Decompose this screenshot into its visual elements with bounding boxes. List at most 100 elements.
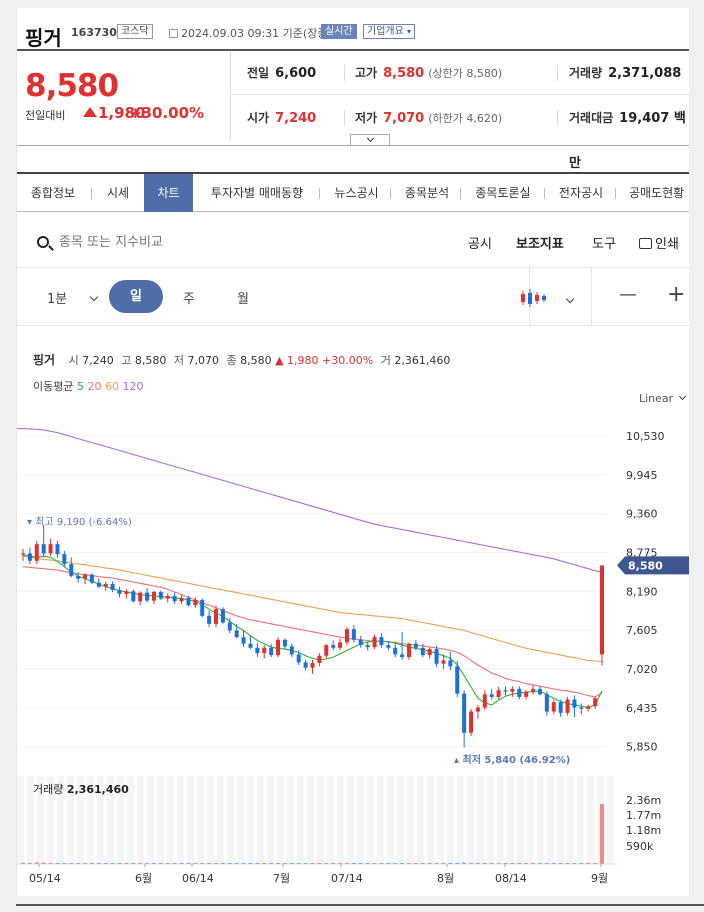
candlestick-type-icon[interactable] xyxy=(519,288,547,308)
expand-button[interactable] xyxy=(350,134,390,146)
candle-body xyxy=(276,639,281,656)
volume-grid-stripe xyxy=(527,776,534,864)
volume-bar xyxy=(262,863,267,864)
volume-bar xyxy=(482,863,487,864)
high-price: 고가 8,580 (상한가 8,580) xyxy=(355,66,503,81)
volume-bar xyxy=(324,863,329,864)
candle-body xyxy=(331,645,336,648)
tab-short-selling[interactable]: 공매도현황 xyxy=(629,186,685,200)
volume-bar xyxy=(27,862,32,864)
volume-bar xyxy=(572,863,577,864)
volume-bar xyxy=(103,863,108,864)
candle-body xyxy=(344,629,349,643)
zoom-in-button[interactable]: + xyxy=(667,282,686,307)
volume-bar xyxy=(207,863,212,864)
chart-area[interactable]: 핑거 시 7,240 고 8,580 저 7,070 종 8,580 ▲ 1,9… xyxy=(17,326,689,896)
clock-icon xyxy=(169,29,178,38)
candle-body xyxy=(138,592,143,602)
volume-bar xyxy=(407,863,411,864)
volume-bar xyxy=(282,863,287,864)
volume-bar xyxy=(151,863,156,864)
candle-body xyxy=(220,609,225,623)
volume-bar xyxy=(496,863,501,864)
volume-grid-stripe xyxy=(457,776,464,864)
candle-body xyxy=(124,591,129,594)
header-divider xyxy=(17,49,689,51)
tab-news[interactable]: 뉴스공시 xyxy=(334,186,379,200)
volume-bar xyxy=(593,863,598,864)
chart-type-dropdown[interactable] xyxy=(565,290,575,309)
candle-body xyxy=(62,554,67,565)
price-change-percent: +30.00% xyxy=(129,104,205,122)
disclosure-button[interactable]: 공시 xyxy=(468,237,492,252)
volume-bar xyxy=(386,863,391,864)
volume-grid-stripe xyxy=(107,776,114,864)
candle-body xyxy=(131,591,136,602)
tab-chart[interactable]: 차트 xyxy=(144,174,193,212)
volume-bar xyxy=(83,863,88,864)
y-tick-label: 6,435 xyxy=(626,702,658,715)
tab-overview[interactable]: 종합정보 xyxy=(30,186,76,200)
volume-bar xyxy=(448,863,453,864)
candle-body xyxy=(89,574,94,583)
volume-grid-stripe xyxy=(257,776,264,864)
realtime-button[interactable]: 실시간 xyxy=(321,24,357,39)
moving-average-legend[interactable]: 이동평균 5 20 60 120 xyxy=(33,380,144,393)
volume-bar xyxy=(110,863,115,864)
indicators-button[interactable]: 보조지표 xyxy=(516,237,564,252)
candle-body xyxy=(317,655,322,664)
period-week[interactable]: 주 xyxy=(183,292,195,307)
volume-bar xyxy=(475,863,480,864)
stock-name: 핑거 xyxy=(25,26,62,50)
symbol-search-input[interactable] xyxy=(59,231,259,253)
tools-button[interactable]: 도구 xyxy=(592,237,616,252)
period-month[interactable]: 월 xyxy=(237,292,249,307)
zoom-out-button[interactable]: — xyxy=(619,284,637,305)
volume-bar xyxy=(558,863,563,864)
volume-bar xyxy=(227,863,232,864)
volume-grid-stripe xyxy=(517,776,524,864)
candle-body xyxy=(537,688,542,695)
candle-body xyxy=(207,615,212,624)
volume-bar xyxy=(131,863,136,864)
prev-close: 전일 6,600 xyxy=(247,66,317,81)
tab-disclosure[interactable]: 전자공시 xyxy=(558,186,604,200)
volume-grid-stripe xyxy=(137,776,144,864)
volume-bar xyxy=(351,863,356,864)
x-tick-label: 8월 xyxy=(437,872,454,885)
volume-grid-stripe xyxy=(507,776,514,864)
volume-bar xyxy=(420,863,425,864)
volume-grid-stripe xyxy=(557,776,564,864)
period-day[interactable]: 일 xyxy=(109,280,163,313)
volume-bar xyxy=(89,863,94,864)
volume-bar xyxy=(365,863,370,864)
candle-body xyxy=(510,688,515,692)
candle-body xyxy=(427,649,432,656)
tab-investor-trading[interactable]: 투자자별 매매동향 xyxy=(210,186,304,200)
tab-discussion[interactable]: 종목토론실 xyxy=(475,186,531,200)
volume-grid-stripe xyxy=(217,776,224,864)
volume-grid-stripe xyxy=(67,776,74,864)
tab-analysis[interactable]: 종목분석 xyxy=(404,186,450,200)
ma20-line xyxy=(22,566,603,698)
print-button[interactable]: 인쇄 xyxy=(639,233,679,252)
volume-grid-stripe xyxy=(337,776,344,864)
candle-body xyxy=(41,544,46,554)
candle-body xyxy=(289,646,294,655)
volume-grid-stripe xyxy=(197,776,204,864)
ohlc-info: 핑거 시 7,240 고 8,580 저 7,070 종 8,580 ▲ 1,9… xyxy=(33,353,451,367)
candle-body xyxy=(600,565,604,655)
candle-body xyxy=(400,654,405,658)
stock-code: 163730 xyxy=(71,26,117,39)
scale-dropdown[interactable]: Linear xyxy=(639,392,686,405)
tab-quotes[interactable]: 시세 xyxy=(106,186,130,200)
x-tick-label: 9월 xyxy=(591,872,608,885)
volume-bar xyxy=(200,863,205,864)
candle-body xyxy=(448,660,453,667)
candle-body xyxy=(165,595,170,599)
volume-grid-stripe xyxy=(587,776,594,864)
minute-period-dropdown[interactable]: 1분 xyxy=(47,288,99,307)
search-icon[interactable] xyxy=(37,236,49,248)
company-info-button[interactable]: 기업개요 ▾ xyxy=(363,24,416,39)
market-badge: 코스닥 xyxy=(117,24,153,39)
